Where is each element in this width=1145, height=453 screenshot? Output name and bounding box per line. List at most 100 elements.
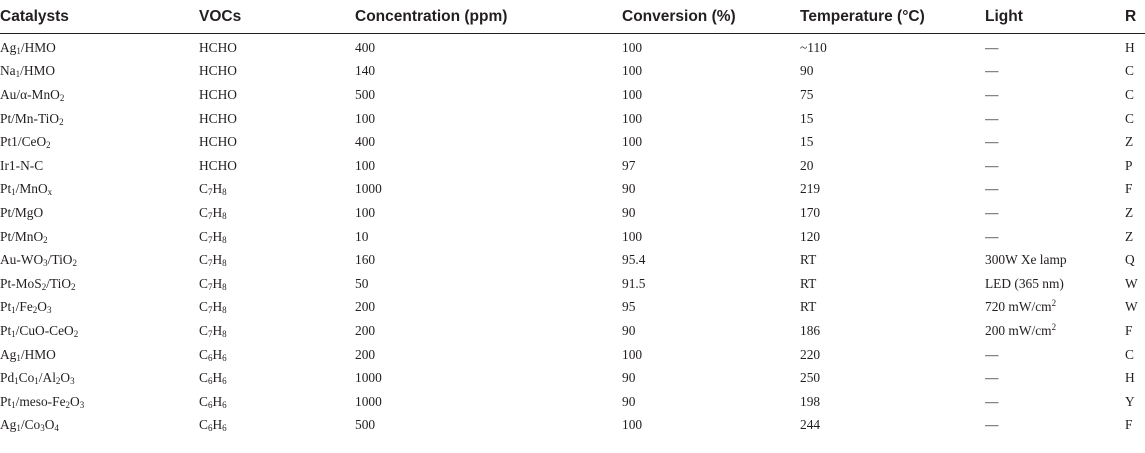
table-row: Ir1-N-C HCHO 100 97 20 — P bbox=[0, 154, 1145, 178]
reference-cell: W bbox=[1125, 299, 1138, 315]
reference-cell: C bbox=[1125, 110, 1134, 126]
vocs-cell: HCHO bbox=[199, 63, 237, 79]
vocs-cell: HCHO bbox=[199, 39, 237, 55]
table-row: Pd1Co1/Al2O3 C6H6 1000 90 250 — H bbox=[0, 366, 1145, 390]
light-cell: — bbox=[985, 181, 999, 197]
light-cell: — bbox=[985, 370, 999, 386]
table-row: Na1/HMO HCHO 140 100 90 — C bbox=[0, 60, 1145, 84]
concentration-cell: 400 bbox=[355, 39, 376, 55]
light-cell: — bbox=[985, 39, 999, 55]
temperature-cell: 90 bbox=[800, 63, 814, 79]
light-cell: — bbox=[985, 417, 999, 433]
reference-cell: Z bbox=[1125, 134, 1134, 150]
table-row: Pt1/CeO2 HCHO 400 100 15 — Z bbox=[0, 130, 1145, 154]
conversion-cell: 95.4 bbox=[622, 252, 646, 268]
light-cell: LED (365 nm) bbox=[985, 275, 1064, 291]
catalyst-cell: Pt1/CeO2 bbox=[0, 134, 51, 151]
table-body: Ag1/HMO HCHO 400 100 ~110 — H Na1/HMO HCHO 140 100… bbox=[0, 34, 1145, 438]
concentration-cell: 400 bbox=[355, 134, 376, 150]
table-row: Pt1/MnOx C7H8 1000 90 219 — F bbox=[0, 178, 1145, 202]
table-row: Pt1/Fe2O3 C7H8 200 95 RT 720 mW/cm2 W bbox=[0, 296, 1145, 320]
light-cell: — bbox=[985, 204, 999, 220]
conversion-cell: 90 bbox=[622, 181, 636, 197]
light-cell: — bbox=[985, 63, 999, 79]
temperature-cell: 220 bbox=[800, 346, 821, 362]
concentration-cell: 140 bbox=[355, 63, 376, 79]
concentration-cell: 1000 bbox=[355, 181, 382, 197]
reference-cell: H bbox=[1125, 370, 1135, 386]
reference-cell: H bbox=[1125, 39, 1135, 55]
reference-cell: C bbox=[1125, 86, 1134, 102]
catalyst-cell: Na1/HMO bbox=[0, 63, 56, 80]
conversion-cell: 100 bbox=[622, 110, 643, 126]
concentration-cell: 200 bbox=[355, 346, 376, 362]
catalyst-cell: Pt1/Fe2O3 bbox=[0, 299, 52, 316]
temperature-cell: 250 bbox=[800, 370, 821, 386]
light-cell: — bbox=[985, 393, 999, 409]
temperature-cell: 75 bbox=[800, 86, 814, 102]
conversion-cell: 100 bbox=[622, 134, 643, 150]
table-row: Pt-MoS2/TiO2 C7H8 50 91.5 RT LED (365 nm) W bbox=[0, 272, 1145, 296]
table-row: Pt1/meso-Fe2O3 C6H6 1000 90 198 — Y bbox=[0, 390, 1145, 414]
vocs-cell: HCHO bbox=[199, 110, 237, 126]
light-cell: 300W Xe lamp bbox=[985, 252, 1067, 268]
conversion-cell: 97 bbox=[622, 157, 636, 173]
catalyst-cell: Ag1/HMO bbox=[0, 346, 56, 363]
catalyst-cell: Pt/Mn-TiO2 bbox=[0, 110, 64, 127]
concentration-cell: 1000 bbox=[355, 393, 382, 409]
temperature-cell: ~110 bbox=[800, 39, 827, 55]
temperature-cell: RT bbox=[800, 299, 817, 315]
conversion-cell: 100 bbox=[622, 417, 643, 433]
vocs-cell: C6H6 bbox=[199, 346, 227, 363]
vocs-cell: C7H8 bbox=[199, 181, 227, 198]
light-cell: — bbox=[985, 134, 999, 150]
catalyst-cell: Pt/MgO bbox=[0, 204, 44, 220]
table-row: Pt/MnO2 C7H8 10 100 120 — Z bbox=[0, 225, 1145, 249]
light-cell: 720 mW/cm2 bbox=[985, 298, 1057, 315]
conversion-cell: 95 bbox=[622, 299, 636, 315]
reference-cell: C bbox=[1125, 63, 1134, 79]
reference-cell: F bbox=[1125, 322, 1133, 338]
concentration-cell: 10 bbox=[355, 228, 369, 244]
concentration-cell: 500 bbox=[355, 86, 376, 102]
concentration-cell: 100 bbox=[355, 204, 376, 220]
table-row: Pt1/CuO-CeO2 C7H8 200 90 186 200 mW/cm2 F bbox=[0, 319, 1145, 343]
vocs-cell: C6H6 bbox=[199, 417, 227, 434]
vocs-cell: C7H8 bbox=[199, 322, 227, 339]
temperature-cell: RT bbox=[800, 252, 817, 268]
reference-cell: F bbox=[1125, 181, 1133, 197]
conversion-cell: 90 bbox=[622, 393, 636, 409]
table-row: Pt/MgO C7H8 100 90 170 — Z bbox=[0, 201, 1145, 225]
vocs-cell: C7H8 bbox=[199, 275, 227, 292]
reference-cell: Y bbox=[1125, 393, 1135, 409]
temperature-cell: 244 bbox=[800, 417, 821, 433]
table-row: Ag1/HMO HCHO 400 100 ~110 — H bbox=[0, 34, 1145, 60]
conversion-cell: 91.5 bbox=[622, 275, 646, 291]
temperature-cell: 186 bbox=[800, 322, 821, 338]
concentration-cell: 1000 bbox=[355, 370, 382, 386]
table-row: Ag1/HMO C6H6 200 100 220 — C bbox=[0, 343, 1145, 367]
catalyst-cell: Pt1/meso-Fe2O3 bbox=[0, 393, 85, 410]
header-reference: R bbox=[1125, 0, 1145, 34]
reference-cell: W bbox=[1125, 275, 1138, 291]
vocs-cell: C7H8 bbox=[199, 204, 227, 221]
vocs-cell: C7H8 bbox=[199, 299, 227, 316]
catalyst-cell: Au-WO3/TiO2 bbox=[0, 252, 77, 269]
catalyst-cell: Ag1/Co3O4 bbox=[0, 417, 59, 434]
temperature-cell: 20 bbox=[800, 157, 814, 173]
catalyst-comparison-table: Catalysts VOCs Concentration (ppm) Conve… bbox=[0, 0, 1145, 438]
conversion-cell: 100 bbox=[622, 346, 643, 362]
temperature-cell: 15 bbox=[800, 110, 814, 126]
vocs-cell: HCHO bbox=[199, 157, 237, 173]
header-temperature: Temperature (°C) bbox=[800, 0, 985, 34]
catalyst-comparison-table-container: Catalysts VOCs Concentration (ppm) Conve… bbox=[0, 0, 1145, 438]
light-cell: — bbox=[985, 346, 999, 362]
conversion-cell: 100 bbox=[622, 228, 643, 244]
concentration-cell: 100 bbox=[355, 110, 376, 126]
conversion-cell: 90 bbox=[622, 370, 636, 386]
conversion-cell: 90 bbox=[622, 204, 636, 220]
catalyst-cell: Au/α-MnO2 bbox=[0, 86, 65, 103]
header-concentration: Concentration (ppm) bbox=[355, 0, 622, 34]
light-cell: — bbox=[985, 228, 999, 244]
vocs-cell: HCHO bbox=[199, 86, 237, 102]
